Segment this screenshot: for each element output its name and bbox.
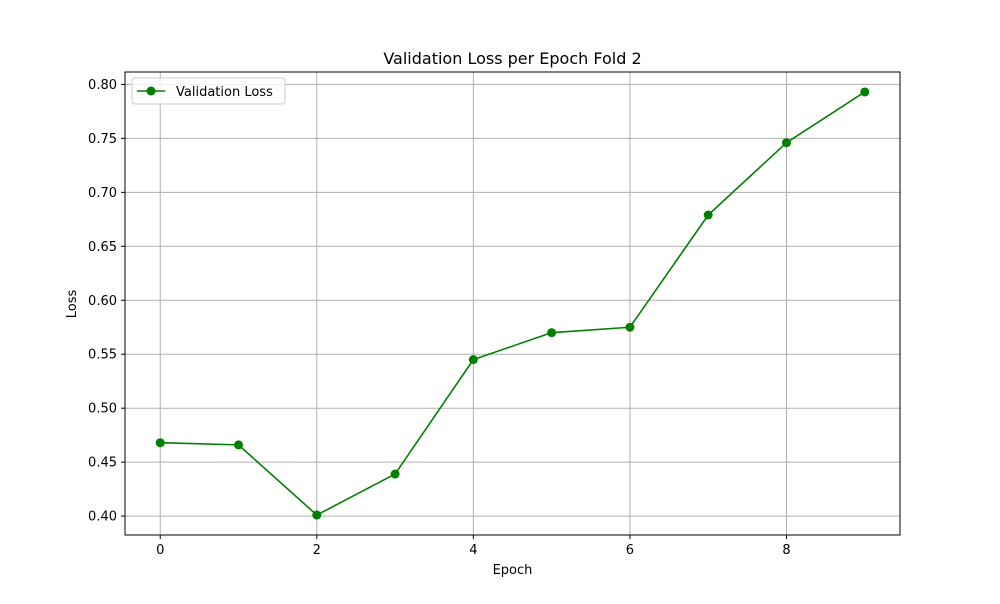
y-tick-label: 0.45 — [88, 456, 117, 471]
data-point-marker — [547, 328, 557, 338]
data-point-marker — [860, 87, 870, 97]
legend-marker-swatch — [146, 86, 156, 96]
x-tick-label: 4 — [469, 543, 477, 558]
chart-title: Validation Loss per Epoch Fold 2 — [383, 49, 641, 68]
data-point-marker — [390, 469, 400, 479]
series-line — [160, 91, 866, 516]
data-point-marker — [312, 510, 322, 520]
grid-lines — [125, 72, 900, 535]
data-series — [155, 87, 870, 520]
y-tick-label: 0.75 — [88, 132, 117, 147]
y-tick-label: 0.80 — [88, 78, 117, 93]
data-point-marker — [155, 438, 165, 448]
x-tick-label: 8 — [782, 543, 790, 558]
data-point-marker — [234, 440, 244, 450]
axis-ticks: 0 2 4 6 8 0.40 0.45 0.50 0.55 0.60 0.65 0.70 0.75 0.8… — [88, 78, 791, 558]
legend-label: Validation Loss — [176, 85, 273, 100]
data-point-marker — [703, 210, 713, 220]
x-axis-label: Epoch — [493, 563, 533, 578]
x-tick-label: 0 — [156, 543, 164, 558]
legend: Validation Loss — [131, 77, 286, 105]
y-tick-label: 0.55 — [88, 348, 117, 363]
y-tick-label: 0.65 — [88, 240, 117, 255]
y-axis-label: Loss — [65, 290, 80, 319]
plot-area-frame — [124, 71, 901, 536]
y-tick-label: 0.70 — [88, 186, 117, 201]
x-tick-label: 6 — [626, 543, 634, 558]
data-point-marker — [468, 355, 478, 365]
y-tick-label: 0.40 — [88, 510, 117, 525]
x-tick-label: 2 — [313, 543, 321, 558]
data-point-marker — [781, 138, 791, 148]
legend-box — [131, 77, 286, 105]
y-tick-label: 0.50 — [88, 402, 117, 417]
data-point-marker — [625, 322, 635, 332]
y-tick-label: 0.60 — [88, 294, 117, 309]
